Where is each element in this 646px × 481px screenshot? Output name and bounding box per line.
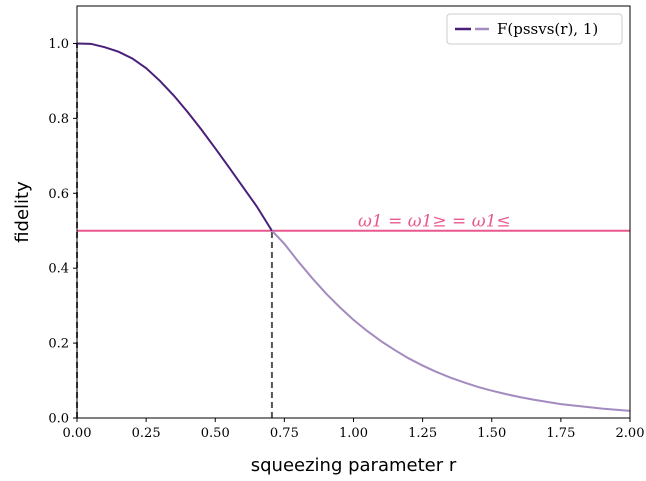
x-axis-label: squeezing parameter r xyxy=(251,455,457,476)
plot-background xyxy=(77,6,630,418)
y-tick-label: 0.8 xyxy=(48,112,69,127)
x-tick-label: 1.00 xyxy=(339,426,368,441)
threshold-label: ω1 = ω1≥ = ω1≤ xyxy=(358,212,511,232)
series-line-dark-segment xyxy=(76,42,273,232)
y-tick-label: 0.0 xyxy=(48,412,69,427)
x-tick-label: 0.25 xyxy=(132,426,161,441)
x-tick-label: 1.75 xyxy=(546,426,575,441)
y-tick-label: 1.0 xyxy=(48,37,69,52)
y-tick-label: 0.2 xyxy=(48,337,69,352)
y-axis-label: fidelity xyxy=(12,181,33,243)
series-line-light-segment xyxy=(271,230,631,412)
x-tick-label: 0.50 xyxy=(201,426,230,441)
legend-label: F(pssvs(r), 1) xyxy=(497,20,598,38)
x-tick-label: 2.00 xyxy=(616,426,645,441)
legend-box xyxy=(446,13,623,45)
y-tick-label: 0.6 xyxy=(48,187,69,202)
x-tick-label: 0.00 xyxy=(63,426,92,441)
plot-area xyxy=(77,6,630,418)
annotations: ω1 = ω1≥ = ω1≤ xyxy=(358,212,511,232)
x-tick-label: 1.25 xyxy=(408,426,437,441)
x-tick-label: 1.50 xyxy=(477,426,506,441)
axes: 0.00 0.25 0.50 0.75 1.00 1.25 1.50 1.75 2.00 0.0 0… xyxy=(12,5,645,476)
y-tick-label: 0.4 xyxy=(48,262,69,277)
x-tick-label: 0.75 xyxy=(270,426,299,441)
legend: F(pssvs(r), 1) xyxy=(446,13,623,45)
